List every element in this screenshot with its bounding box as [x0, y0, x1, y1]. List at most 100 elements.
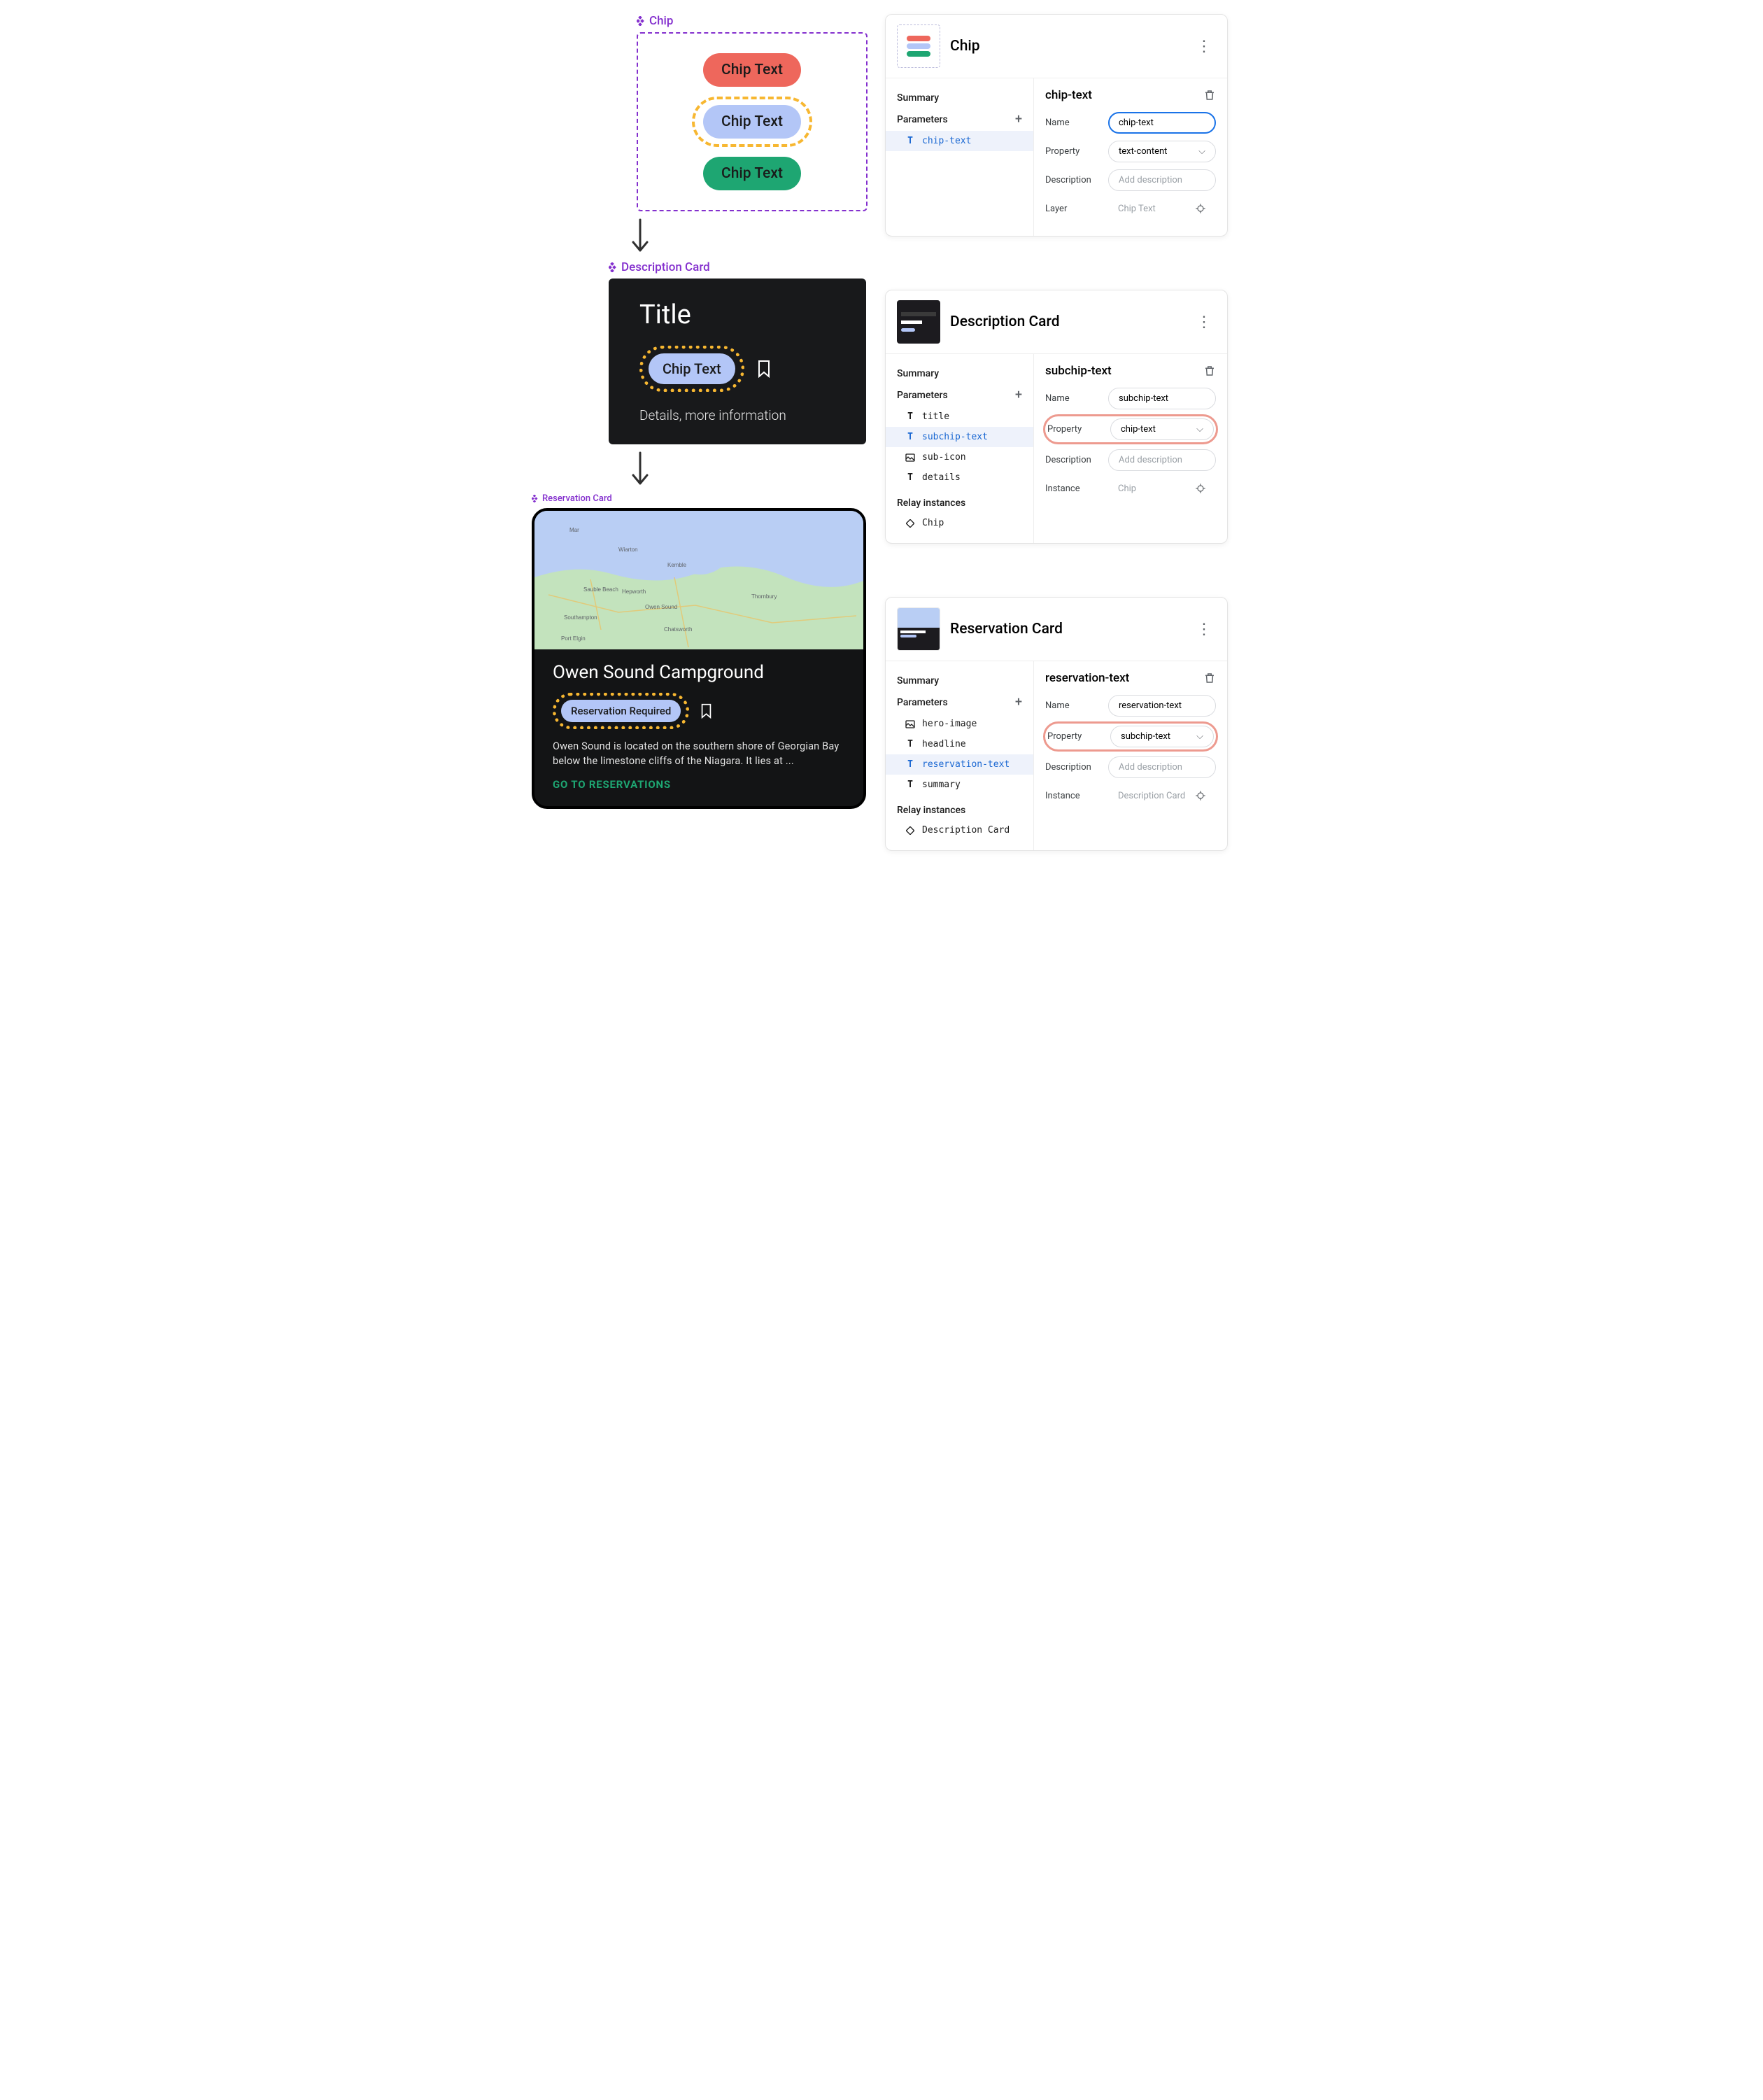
crosshair-icon[interactable]: [1195, 790, 1206, 801]
reservation-headline: Owen Sound Campground: [553, 662, 845, 683]
param-chip-text[interactable]: T chip-text: [886, 131, 1033, 151]
kebab-icon[interactable]: ⋮: [1192, 38, 1216, 55]
description-panel-thumb: [897, 300, 940, 344]
property-select[interactable]: chip-text ⌵: [1110, 418, 1214, 440]
param-headline[interactable]: Theadline: [886, 734, 1033, 754]
trash-icon[interactable]: [1203, 672, 1216, 684]
description-input[interactable]: Add description: [1108, 449, 1216, 471]
chip-panel-title: Chip: [950, 38, 1182, 55]
add-parameter-icon[interactable]: +: [1015, 112, 1022, 127]
text-param-icon: T: [905, 740, 915, 749]
reservation-chip[interactable]: Reservation Required: [561, 700, 681, 722]
instance-label: Instance: [1045, 791, 1100, 801]
description-card-label-text: Description Card: [621, 260, 710, 274]
kebab-icon[interactable]: ⋮: [1192, 621, 1216, 638]
relay-instances-section: Relay instances: [886, 801, 1033, 820]
trash-icon[interactable]: [1203, 89, 1216, 101]
property-select[interactable]: subchip-text ⌵: [1110, 726, 1214, 747]
chip-panel-thumb: [897, 24, 940, 68]
svg-text:Kemble: Kemble: [667, 562, 687, 568]
reservation-cta[interactable]: GO TO RESERVATIONS: [553, 778, 845, 791]
param-reservation-text[interactable]: Treservation-text: [886, 754, 1033, 775]
param-title[interactable]: Ttitle: [886, 407, 1033, 427]
layer-label: Layer: [1045, 204, 1100, 214]
param-summary[interactable]: Tsummary: [886, 775, 1033, 795]
arrow-down-icon: [630, 218, 868, 253]
instance-label: Instance: [1045, 484, 1100, 494]
svg-text:Wiarton: Wiarton: [618, 547, 638, 553]
chip-selection-frame: Chip Text: [639, 346, 744, 392]
chip-component-label: Chip: [637, 14, 868, 28]
svg-text:Southampton: Southampton: [564, 614, 597, 621]
chip-variants-frame: Chip Text Chip Text Chip Text: [637, 32, 868, 211]
chevron-down-icon: ⌵: [1198, 146, 1205, 157]
property-label: Property: [1047, 424, 1102, 435]
summary-section[interactable]: Summary: [886, 88, 1033, 108]
param-subchip-text[interactable]: Tsubchip-text: [886, 427, 1033, 447]
add-parameter-icon[interactable]: +: [1015, 695, 1022, 710]
svg-text:Sauble Beach: Sauble Beach: [583, 586, 618, 593]
param-sub-icon[interactable]: sub-icon: [886, 447, 1033, 467]
component-icon: [637, 16, 646, 26]
name-label: Name: [1045, 393, 1100, 404]
bookmark-icon[interactable]: [700, 703, 712, 719]
crosshair-icon[interactable]: [1195, 203, 1206, 214]
description-input[interactable]: Add description: [1108, 169, 1216, 191]
name-input[interactable]: chip-text: [1108, 112, 1216, 134]
text-param-icon: T: [905, 473, 915, 483]
reservation-panel-title: Reservation Card: [950, 621, 1182, 637]
svg-text:Thornbury: Thornbury: [751, 593, 777, 600]
description-card-title: Title: [639, 300, 842, 330]
chip-variant-selected-frame: Chip Text: [692, 97, 812, 147]
kebab-icon[interactable]: ⋮: [1192, 313, 1216, 331]
add-parameter-icon[interactable]: +: [1015, 388, 1022, 402]
crosshair-icon[interactable]: [1195, 483, 1206, 494]
diamond-icon: [905, 519, 915, 528]
image-param-icon: [905, 719, 915, 729]
property-select[interactable]: text-content ⌵: [1108, 141, 1216, 162]
name-label: Name: [1045, 118, 1100, 128]
reservation-card-preview: Mar Wiarton Kemble Sauble Beach Hepworth…: [532, 508, 866, 809]
bookmark-icon[interactable]: [757, 360, 771, 378]
svg-text:Mar: Mar: [569, 527, 579, 533]
description-card-chip[interactable]: Chip Text: [649, 353, 735, 384]
chip-component-block: Chip Chip Text Chip Text Chip Text: [637, 14, 868, 211]
component-icon: [609, 262, 618, 272]
parameters-section: Parameters +: [886, 691, 1033, 714]
trash-icon[interactable]: [1203, 365, 1216, 377]
summary-section[interactable]: Summary: [886, 671, 1033, 691]
chip-variant-blue[interactable]: Chip Text: [703, 105, 801, 139]
param-details[interactable]: Tdetails: [886, 467, 1033, 488]
text-param-icon: T: [905, 136, 915, 146]
relay-instance-chip[interactable]: Chip: [886, 513, 1033, 533]
reservation-summary: Owen Sound is located on the southern sh…: [553, 739, 845, 768]
reservation-card-label-text: Reservation Card: [542, 493, 612, 504]
chip-label-text: Chip: [649, 14, 673, 28]
description-panel-title: Description Card: [950, 313, 1182, 330]
summary-section[interactable]: Summary: [886, 364, 1033, 383]
description-card-details: Details, more information: [639, 407, 842, 423]
reservation-card-block: Reservation Card Mar: [532, 493, 868, 809]
reservation-card-map: Mar Wiarton Kemble Sauble Beach Hepworth…: [534, 511, 863, 649]
reservation-panel: Reservation Card ⋮ Summary Parameters + …: [885, 597, 1228, 851]
name-input[interactable]: reservation-text: [1108, 695, 1216, 717]
chip-variant-red[interactable]: Chip Text: [703, 53, 801, 87]
property-label: Property: [1047, 731, 1102, 742]
description-input[interactable]: Add description: [1108, 756, 1216, 778]
description-label: Description: [1045, 762, 1100, 773]
property-highlight: Property subchip-text ⌵: [1043, 721, 1218, 752]
text-param-icon: T: [905, 432, 915, 442]
chip-variant-green[interactable]: Chip Text: [703, 157, 801, 190]
property-label: Property: [1045, 146, 1100, 157]
reservation-panel-thumb: [897, 607, 940, 651]
svg-text:Owen Sound: Owen Sound: [645, 604, 677, 610]
reservation-card-label: Reservation Card: [532, 493, 868, 504]
description-label: Description: [1045, 455, 1100, 465]
param-hero-image[interactable]: hero-image: [886, 714, 1033, 734]
svg-text:Chatsworth: Chatsworth: [664, 626, 692, 633]
relay-instance-description-card[interactable]: Description Card: [886, 820, 1033, 840]
text-param-icon: T: [905, 760, 915, 770]
name-input[interactable]: subchip-text: [1108, 388, 1216, 409]
description-card-preview: Title Chip Text Details, more informatio…: [609, 279, 866, 444]
parameters-section: Parameters +: [886, 108, 1033, 131]
